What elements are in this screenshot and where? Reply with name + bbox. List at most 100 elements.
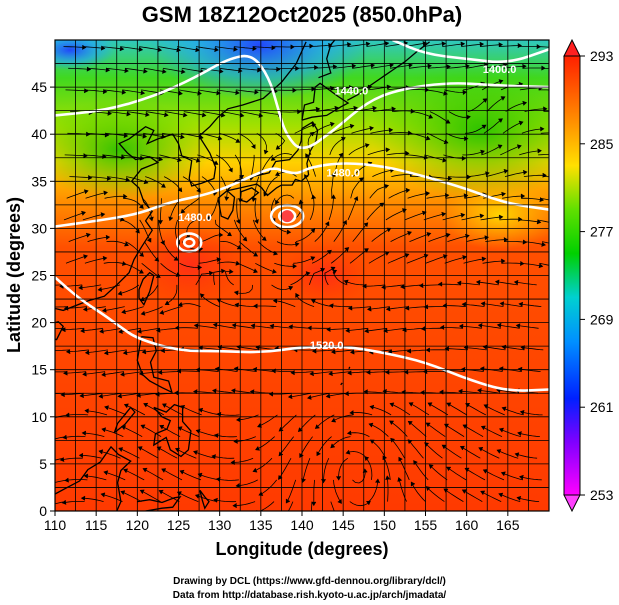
streamline [429, 176, 452, 180]
streamline [311, 299, 334, 307]
streamline [348, 144, 370, 156]
x-tick-label: 145 [331, 517, 355, 533]
streamline [160, 263, 181, 277]
streamline [410, 482, 426, 502]
streamline-arrow [461, 155, 467, 161]
streamline [158, 371, 181, 373]
streamline [61, 327, 85, 331]
streamline-arrow [242, 236, 248, 242]
streamline-arrow [384, 41, 390, 46]
streamline-arrow [388, 127, 394, 133]
streamline-arrow [164, 112, 169, 118]
streamline-arrow [423, 304, 429, 310]
colorbar-max-arrow [563, 38, 581, 57]
streamline [539, 262, 549, 266]
streamline [423, 43, 446, 47]
streamline-arrow [253, 252, 259, 257]
streamline-arrow [477, 388, 482, 393]
streamline [290, 272, 310, 286]
streamline-arrow [263, 149, 269, 155]
streamline [217, 261, 240, 265]
streamline-arrow [168, 216, 174, 222]
streamline [410, 111, 433, 119]
streamline [495, 281, 518, 286]
streamline [104, 349, 127, 354]
streamline [390, 64, 413, 69]
streamline-arrow [316, 451, 321, 457]
streamline-arrow [103, 190, 108, 196]
streamline [220, 240, 242, 250]
streamline [347, 196, 358, 221]
streamline [516, 325, 539, 329]
streamline [370, 129, 393, 134]
streamline-arrow [445, 119, 451, 124]
streamline-arrow [122, 350, 128, 356]
streamline [255, 436, 275, 451]
streamline [278, 111, 301, 113]
streamline-arrow [147, 237, 152, 243]
streamline [87, 67, 110, 71]
streamline-arrow [47, 417, 51, 421]
x-axis: 110 115 120 125 130 135 140 145 150 155 160 165 [44, 511, 520, 533]
streamline-arrow [159, 424, 165, 430]
streamline [314, 66, 337, 69]
x-tick-label: 125 [167, 517, 191, 533]
streamline [445, 348, 468, 351]
streamline [350, 412, 373, 416]
streamline [122, 89, 145, 94]
streamline [444, 89, 467, 93]
streamline-arrow [227, 231, 232, 237]
streamline [478, 447, 500, 459]
streamline [219, 67, 242, 72]
streamline [124, 404, 146, 416]
streamline [367, 306, 390, 310]
streamline-arrow [482, 469, 488, 474]
streamline [240, 111, 263, 117]
streamline [425, 255, 448, 264]
streamline [446, 132, 468, 140]
streamline [142, 349, 165, 353]
streamline [66, 349, 89, 353]
y-tick-label: 5 [39, 456, 47, 472]
streamline [68, 233, 91, 242]
streamline [85, 349, 108, 354]
streamline-arrow [206, 215, 212, 220]
streamline-arrow [193, 450, 198, 455]
streamline [258, 479, 278, 496]
colorbar-min-arrow [563, 494, 581, 513]
streamline [255, 262, 277, 273]
streamline-arrow [425, 347, 431, 353]
x-tick-label: 160 [455, 517, 479, 533]
streamline [288, 392, 311, 398]
coastline [301, 82, 350, 121]
streamline-arrow [422, 210, 427, 216]
streamline-arrow [446, 402, 452, 407]
streamline-arrow [370, 63, 376, 68]
streamline [213, 324, 236, 329]
streamline-arrow [231, 323, 237, 328]
streamline [164, 111, 187, 116]
streamline-arrow [437, 281, 443, 287]
streamline [515, 453, 538, 459]
streamline-arrow [274, 171, 280, 177]
streamline [159, 306, 182, 314]
streamline [371, 64, 394, 69]
streamline-arrow [97, 287, 103, 292]
streamline-arrow [558, 201, 562, 205]
streamline [386, 476, 389, 502]
streamline [218, 346, 241, 351]
streamline [368, 251, 390, 264]
streamline-arrow [199, 293, 205, 298]
streamline [102, 306, 125, 312]
streamline-arrow [463, 193, 469, 199]
streamline [143, 468, 164, 481]
height-contour [55, 54, 549, 150]
streamline-arrow [275, 145, 281, 150]
streamline-arrow [385, 147, 391, 153]
streamline [179, 262, 202, 269]
streamline [87, 236, 110, 242]
streamline-arrow [78, 285, 83, 290]
streamline [477, 389, 501, 394]
streamline [465, 124, 487, 134]
streamline-arrow [369, 404, 375, 410]
